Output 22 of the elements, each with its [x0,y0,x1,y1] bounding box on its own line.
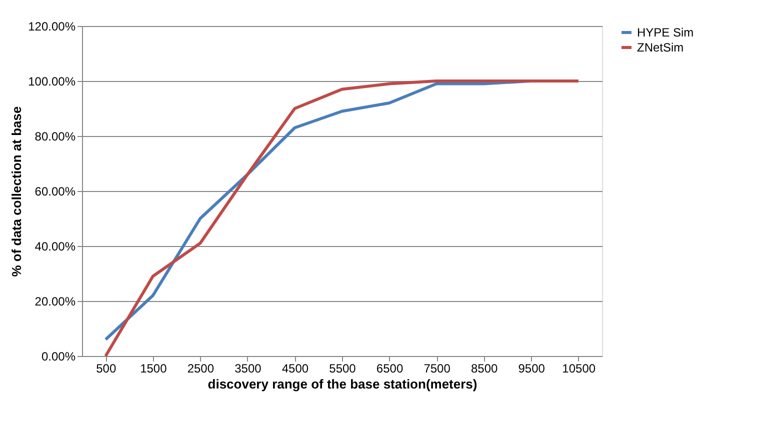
x-tick-label: 6500 [376,362,404,376]
x-tick-label: 9500 [518,362,546,376]
y-tick-label: 120.00% [28,20,76,34]
legend-label: HYPE Sim [637,26,694,40]
x-tick-label: 3500 [234,362,262,376]
x-tick-label: 4500 [282,362,309,376]
x-tick-label: 2500 [187,362,214,376]
y-tick-label: 100.00% [28,74,76,88]
y-tick-label: 60.00% [34,184,76,198]
x-tick-label: 7500 [424,362,451,376]
x-tick-label: 500 [96,362,116,376]
y-tick-label: 80.00% [34,130,76,144]
x-axis-title: discovery range of the base station(meters) [208,376,478,392]
x-tick-label: 1500 [140,362,168,376]
legend-label: ZNetSim [637,40,684,54]
y-tick-label: 0.00% [41,350,76,364]
x-tick-label: 10500 [562,362,596,376]
x-tick-label: 5500 [329,362,356,376]
y-tick-label: 40.00% [34,240,76,254]
x-tick-label: 8500 [470,362,498,376]
y-tick-label: 20.00% [34,294,76,308]
y-axis-title: % of data collection at base [9,106,24,277]
